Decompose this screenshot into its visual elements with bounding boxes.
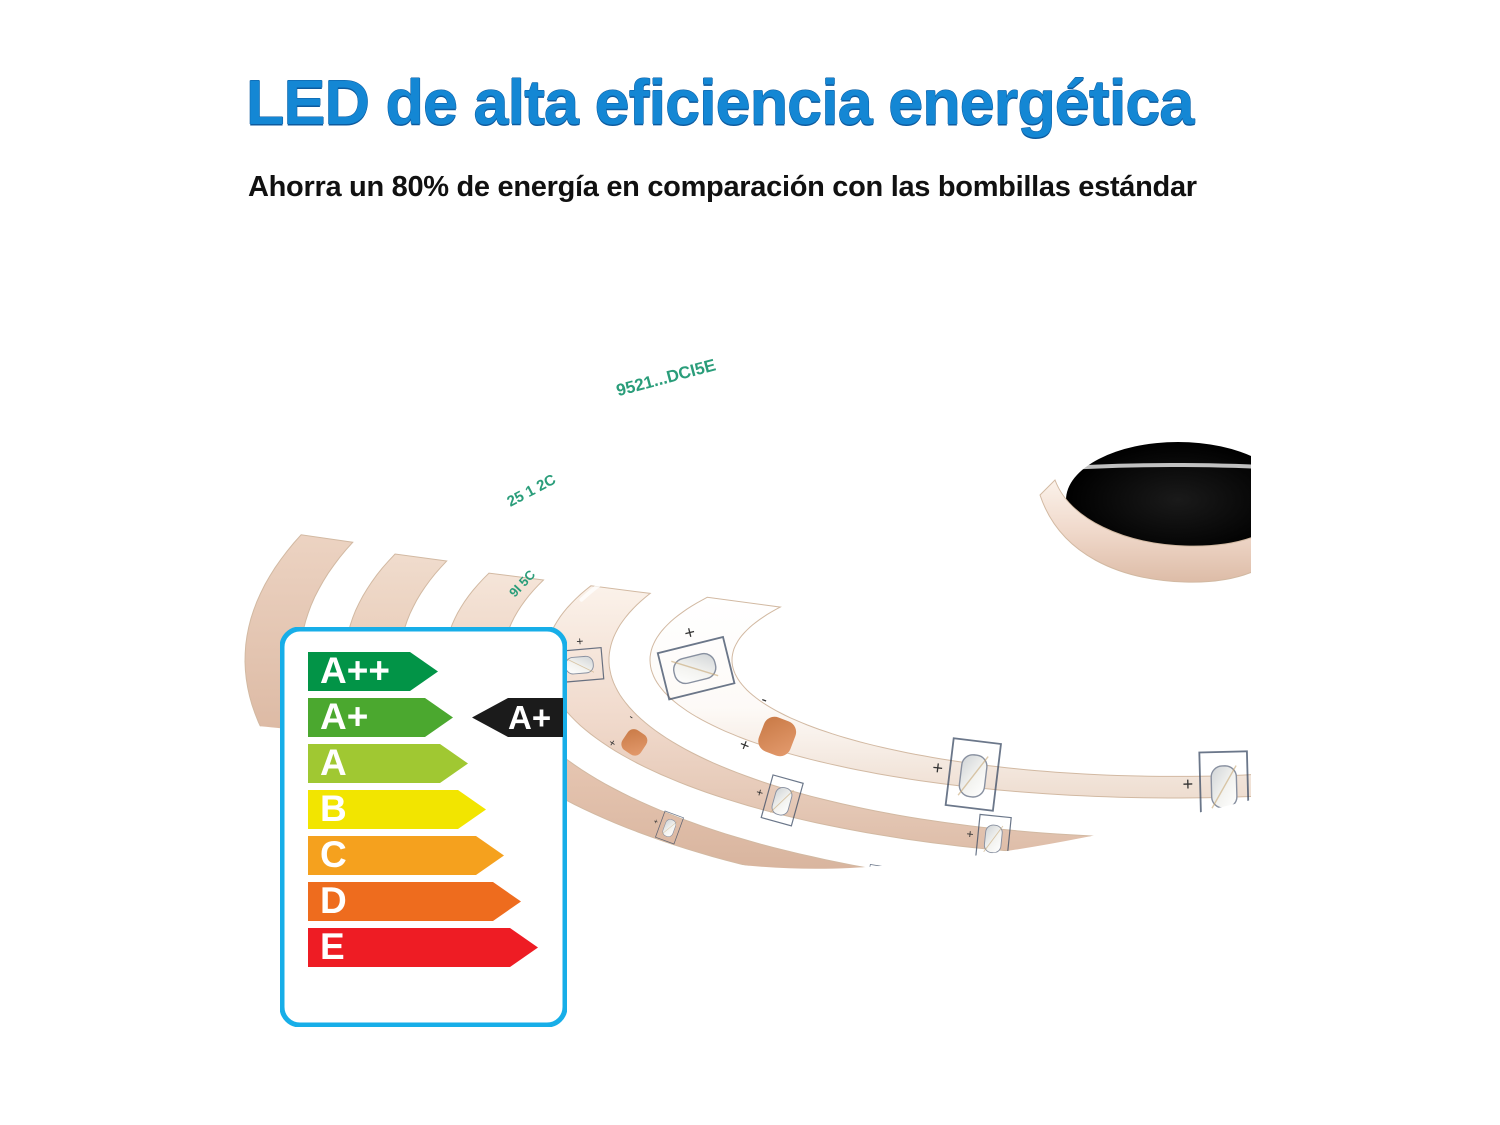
svg-text:A+: A+: [320, 696, 368, 737]
svg-text:A++: A++: [320, 650, 390, 691]
svg-text:+: +: [1113, 908, 1117, 915]
svg-text:-: -: [1427, 734, 1436, 754]
svg-text:+: +: [737, 734, 753, 755]
svg-text:+: +: [1438, 818, 1447, 833]
svg-text:-: -: [1216, 825, 1220, 837]
svg-text:+: +: [966, 827, 974, 842]
svg-text:A+: A+: [508, 699, 551, 736]
svg-text:9521...DCI5E: 9521...DCI5E: [614, 355, 718, 400]
svg-text:B: B: [320, 788, 347, 829]
svg-text:A: A: [320, 742, 347, 783]
svg-text:D: D: [320, 880, 347, 921]
svg-text:+: +: [1363, 888, 1369, 897]
svg-text:+: +: [573, 637, 588, 645]
svg-text:...OLSE: ...OLSE: [1270, 311, 1328, 331]
svg-text:C: C: [320, 834, 347, 875]
svg-text:+: +: [860, 872, 866, 882]
svg-text:-: -: [1115, 888, 1117, 895]
svg-text:+: +: [1432, 781, 1445, 802]
svg-text:+: +: [1182, 774, 1193, 794]
svg-text:+: +: [1214, 856, 1221, 868]
svg-text:E: E: [320, 926, 345, 967]
